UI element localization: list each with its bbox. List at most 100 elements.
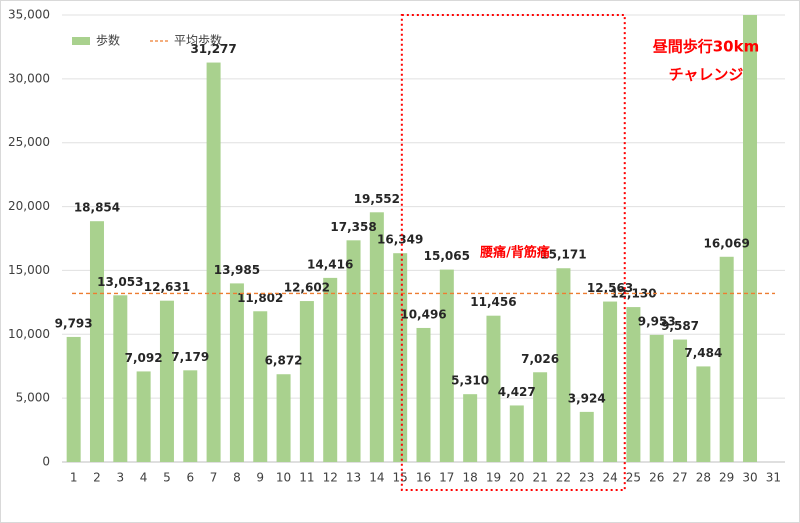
y-tick-label: 0: [42, 455, 50, 469]
value-label: 6,872: [265, 354, 303, 368]
x-tick-label: 2: [93, 471, 101, 485]
annotation: チャレンジ: [669, 66, 744, 84]
bar: [346, 240, 361, 462]
value-label: 17,358: [330, 220, 376, 234]
x-tick-label: 8: [233, 471, 241, 485]
legend-label: 歩数: [96, 33, 120, 48]
value-label: 9,793: [55, 316, 93, 330]
annotation: 昼間歩行30km: [653, 38, 759, 56]
value-label: 15,171: [540, 248, 586, 262]
value-label: 10,496: [400, 307, 446, 321]
value-label: 12,602: [284, 281, 330, 295]
x-tick-label: 18: [463, 471, 478, 485]
bar: [626, 307, 641, 462]
y-tick-label: 10,000: [8, 327, 50, 341]
value-label: 18,854: [74, 201, 120, 215]
x-tick-label: 19: [486, 471, 501, 485]
bar: [369, 212, 384, 462]
bar: [253, 311, 268, 462]
value-label: 31,277: [190, 42, 236, 56]
bar: [509, 405, 524, 462]
bar: [719, 256, 734, 462]
annotation: 腰痛/背筋痛: [479, 245, 550, 261]
x-tick-label: 1: [70, 471, 78, 485]
bar: [579, 411, 594, 462]
x-tick-label: 22: [556, 471, 571, 485]
bar: [89, 221, 104, 462]
x-tick-label: 4: [140, 471, 148, 485]
bar: [66, 336, 81, 462]
value-label: 16,069: [704, 236, 750, 250]
value-label: 9,587: [661, 319, 699, 333]
bar: [299, 301, 314, 462]
bar: [393, 253, 408, 462]
x-tick-label: 23: [579, 471, 594, 485]
value-label: 12,563: [587, 281, 633, 295]
x-tick-label: 11: [299, 471, 314, 485]
value-label: 16,349: [377, 233, 423, 247]
x-tick-label: 26: [649, 471, 664, 485]
bar: [183, 370, 198, 462]
value-label: 5,310: [451, 374, 489, 388]
x-tick-label: 30: [742, 471, 757, 485]
x-tick-label: 20: [509, 471, 524, 485]
value-label: 7,026: [521, 352, 559, 366]
x-tick-label: 3: [116, 471, 124, 485]
value-label: 12,631: [144, 280, 190, 294]
value-label: 9,953: [638, 314, 676, 328]
bar: [696, 366, 711, 462]
bar: [533, 372, 548, 462]
bar: [673, 339, 688, 462]
bar: [113, 295, 128, 462]
x-tick-label: 29: [719, 471, 734, 485]
x-tick-label: 27: [672, 471, 687, 485]
x-tick-label: 5: [163, 471, 171, 485]
x-tick-label: 25: [626, 471, 641, 485]
bar: [159, 300, 174, 462]
y-tick-label: 5,000: [16, 391, 50, 405]
bar: [276, 374, 291, 462]
y-tick-label: 20,000: [8, 199, 50, 213]
x-tick-label: 7: [210, 471, 218, 485]
y-tick-label: 30,000: [8, 71, 50, 85]
x-tick-label: 17: [439, 471, 454, 485]
x-tick-label: 9: [256, 471, 264, 485]
bar: [463, 394, 478, 462]
value-label: 3,924: [568, 391, 606, 405]
bar: [136, 371, 151, 462]
value-label: 7,484: [684, 346, 722, 360]
value-label: 7,179: [171, 350, 209, 364]
x-tick-label: 15: [393, 471, 408, 485]
bar: [649, 334, 664, 462]
x-tick-label: 10: [276, 471, 291, 485]
x-tick-label: 21: [532, 471, 547, 485]
bar: [439, 269, 454, 462]
value-label: 7,092: [125, 351, 163, 365]
bar: [323, 277, 338, 462]
x-tick-label: 31: [766, 471, 781, 485]
value-label: 11,456: [470, 295, 516, 309]
x-tick-label: 14: [369, 471, 384, 485]
x-tick-label: 28: [696, 471, 711, 485]
x-tick-label: 24: [602, 471, 617, 485]
bar: [206, 62, 221, 462]
y-tick-label: 35,000: [8, 8, 50, 22]
x-tick-label: 16: [416, 471, 431, 485]
value-label: 19,552: [354, 192, 400, 206]
bar: [229, 283, 244, 462]
y-tick-label: 15,000: [8, 263, 50, 277]
bar: [486, 315, 501, 462]
x-tick-label: 6: [186, 471, 194, 485]
bar: [743, 15, 758, 462]
legend-label: 平均歩数: [174, 33, 222, 48]
x-tick-label: 12: [323, 471, 338, 485]
value-label: 15,065: [424, 249, 470, 263]
bar: [603, 301, 618, 462]
y-tick-label: 25,000: [8, 135, 50, 149]
value-label: 11,802: [237, 291, 283, 305]
value-label: 13,053: [97, 275, 143, 289]
bar: [416, 327, 431, 462]
legend-swatch: [72, 37, 90, 45]
value-label: 13,985: [214, 263, 260, 277]
